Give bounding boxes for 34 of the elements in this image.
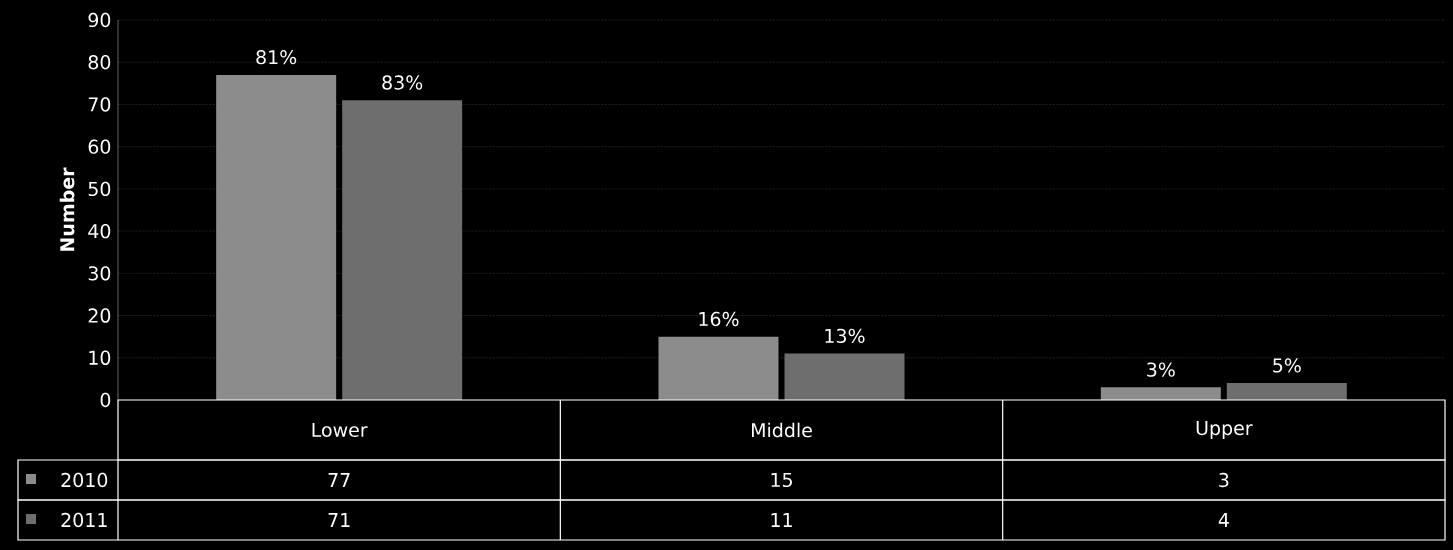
bar: [784, 353, 905, 400]
annotation: 5%: [1273, 358, 1301, 373]
y-axis-title: Number: [59, 167, 75, 251]
data-label: 77: [328, 473, 350, 487]
y-tick-label: 50: [88, 181, 111, 197]
bar: [1100, 387, 1221, 400]
data-label: 11: [771, 513, 792, 527]
legend-label: 2010: [61, 472, 108, 488]
legend-label: 2011: [61, 512, 107, 528]
y-tick-label: 40: [88, 223, 111, 239]
y-tick-label: 70: [88, 97, 111, 112]
annotation: 16%: [699, 311, 739, 327]
data-label: 15: [771, 472, 792, 488]
x-tick-label: Lower: [312, 422, 368, 438]
annotation: 3%: [1147, 362, 1175, 377]
y-tick-label: 30: [88, 266, 111, 281]
y-tick-label: 0: [100, 392, 111, 408]
data-label: 4: [1218, 513, 1229, 527]
bar: [342, 100, 463, 400]
x-tick-label: Middle: [752, 422, 812, 438]
data-label: 71: [328, 513, 350, 527]
y-tick-label: 60: [88, 139, 111, 154]
y-tick-label: 80: [88, 55, 111, 70]
bar: [216, 74, 337, 400]
x-tick-label: Upper: [1196, 421, 1253, 439]
annotation: 13%: [825, 328, 865, 344]
annotation: 83%: [382, 75, 423, 90]
annotation: 81%: [256, 50, 297, 65]
y-tick-label: 20: [88, 308, 111, 323]
y-tick-label: 10: [89, 350, 111, 365]
bar: [658, 336, 779, 400]
y-tick-label: 90: [88, 12, 111, 28]
bar: [1226, 383, 1347, 400]
data-label: 3: [1219, 472, 1229, 488]
